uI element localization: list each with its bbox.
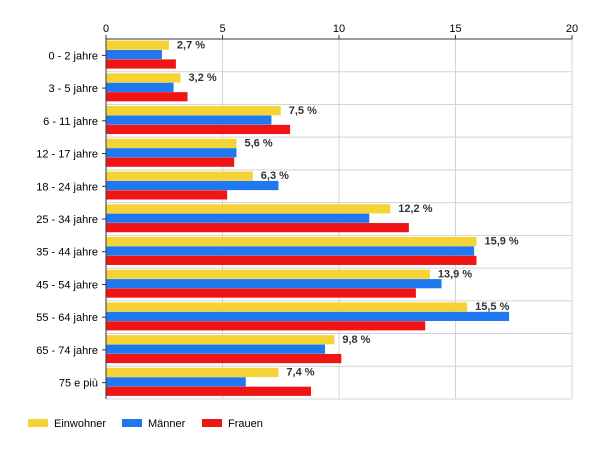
category-label: 25 - 34 jahre <box>36 214 98 226</box>
bar-frauen-7 <box>106 288 416 298</box>
category-label: 18 - 24 jahre <box>36 181 98 193</box>
bar-m-nner-8 <box>106 311 510 322</box>
bar-einwohner-7 <box>106 269 430 279</box>
data-label: 9,8 % <box>342 334 370 346</box>
legend-label: Frauen <box>228 418 263 430</box>
data-label: 7,4 % <box>286 367 314 379</box>
x-tick-label: 20 <box>566 23 578 35</box>
bar-einwohner-6 <box>106 236 477 247</box>
data-label: 13,9 % <box>438 268 472 280</box>
x-tick-label: 0 <box>103 23 109 35</box>
bar-m-nner-4 <box>106 180 279 191</box>
bar-frauen-4 <box>106 190 228 200</box>
data-label: 6,3 % <box>261 170 289 182</box>
data-label: 3,2 % <box>189 72 217 84</box>
bar-einwohner-4 <box>106 171 253 181</box>
category-label: 55 - 64 jahre <box>36 312 98 324</box>
data-label: 15,9 % <box>484 236 518 248</box>
bar-m-nner-6 <box>106 246 475 256</box>
bars <box>106 40 510 396</box>
bar-m-nner-0 <box>106 50 162 60</box>
legend-label: Einwohner <box>54 418 106 430</box>
bar-einwohner-9 <box>106 335 335 345</box>
x-tick-label: 10 <box>333 23 345 35</box>
legend-swatch-frauen <box>202 419 222 427</box>
legend-label: Männer <box>148 418 186 430</box>
x-tick-label: 5 <box>219 23 225 35</box>
bar-m-nner-10 <box>106 377 246 387</box>
category-label: 35 - 44 jahre <box>36 247 98 259</box>
bar-einwohner-10 <box>106 367 279 378</box>
category-label: 3 - 5 jahre <box>48 83 98 95</box>
x-tick-label: 15 <box>449 23 461 35</box>
category-label: 45 - 54 jahre <box>36 279 98 291</box>
data-label: 7,5 % <box>289 105 317 117</box>
bar-frauen-1 <box>106 92 188 102</box>
category-label: 0 - 2 jahre <box>48 50 98 62</box>
bar-frauen-9 <box>106 353 342 364</box>
bar-einwohner-0 <box>106 40 169 50</box>
bar-einwohner-2 <box>106 106 281 116</box>
category-label: 75 e più <box>59 378 98 390</box>
axes <box>102 35 573 399</box>
bar-m-nner-3 <box>106 148 237 158</box>
x-tick-labels: 0 5 10 15 20 <box>103 23 578 35</box>
category-labels: 0 - 2 jahre 3 - 5 jahre 6 - 11 jahre 12 - 1… <box>36 50 98 389</box>
bar-frauen-3 <box>106 157 235 167</box>
bar-frauen-5 <box>106 223 409 233</box>
category-label: 6 - 11 jahre <box>43 116 98 128</box>
bar-m-nner-7 <box>106 279 442 289</box>
bar-einwohner-5 <box>106 204 391 214</box>
bar-m-nner-5 <box>106 213 370 223</box>
data-label: 5,6 % <box>244 137 272 149</box>
legend: Einwohner Männer Frauen <box>28 418 263 430</box>
bar-frauen-2 <box>106 124 291 135</box>
category-label: 12 - 17 jahre <box>36 149 98 161</box>
bar-frauen-10 <box>106 386 312 396</box>
bar-m-nner-9 <box>106 344 326 354</box>
category-label: 65 - 74 jahre <box>36 345 98 357</box>
legend-swatch-einwohner <box>28 419 48 427</box>
legend-swatch-m-nner <box>122 419 142 427</box>
bar-einwohner-3 <box>106 138 237 148</box>
bar-einwohner-1 <box>106 73 181 83</box>
data-label: 15,5 % <box>475 301 509 313</box>
bar-frauen-6 <box>106 255 477 265</box>
bar-frauen-0 <box>106 59 176 69</box>
data-labels: 2,7 % 3,2 % 7,5 % 5,6 % 6,3 % 12,2 % 15,9 % 13,… <box>177 39 519 378</box>
bar-frauen-8 <box>106 321 426 331</box>
bar-einwohner-8 <box>106 302 468 312</box>
data-label: 2,7 % <box>177 39 205 51</box>
bar-m-nner-1 <box>106 82 174 92</box>
data-label: 12,2 % <box>398 203 432 215</box>
bar-m-nner-2 <box>106 115 272 125</box>
